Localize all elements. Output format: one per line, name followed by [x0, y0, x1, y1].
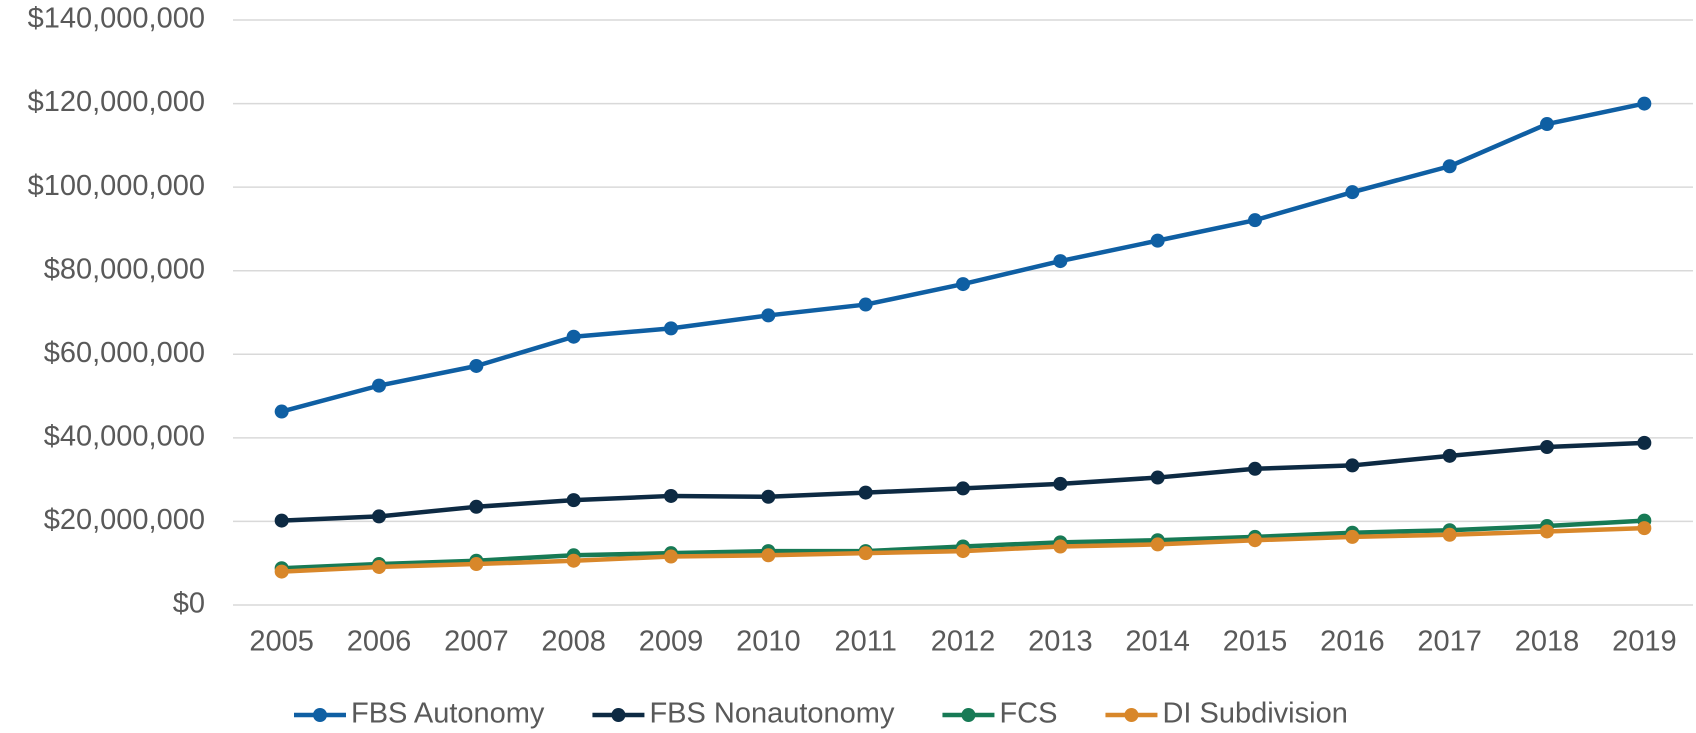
y-tick-label: $100,000,000: [28, 170, 205, 202]
data-point: [956, 544, 970, 559]
data-point: [372, 378, 386, 393]
data-point: [1150, 233, 1165, 248]
x-tick-label: 2019: [1612, 626, 1677, 658]
data-point: [664, 488, 678, 503]
x-tick-label: 2006: [347, 626, 412, 658]
y-tick-label: $40,000,000: [44, 421, 205, 453]
y-tick-label: $20,000,000: [44, 504, 205, 536]
data-point: [469, 557, 484, 572]
data-point: [761, 489, 776, 504]
legend-symbol: [611, 708, 626, 722]
data-point: [274, 513, 289, 528]
data-point: [1053, 539, 1068, 554]
data-point: [664, 321, 678, 336]
data-point: [664, 549, 678, 564]
data-point: [1637, 96, 1652, 111]
legend-label: FBS Autonomy: [351, 698, 545, 730]
data-point: [1248, 461, 1262, 476]
data-point: [566, 553, 581, 568]
data-point: [1442, 159, 1457, 174]
data-point: [1345, 185, 1360, 200]
y-tick-label: $0: [173, 588, 205, 620]
x-tick-label: 2012: [931, 626, 996, 658]
data-point: [956, 481, 970, 496]
data-point: [274, 564, 289, 579]
x-tick-label: 2016: [1320, 626, 1385, 658]
data-point: [1150, 537, 1165, 552]
x-tick-label: 2007: [444, 626, 509, 658]
data-point: [469, 499, 484, 514]
data-point: [1442, 448, 1457, 463]
x-tick-label: 2008: [541, 626, 606, 658]
data-point: [469, 358, 484, 373]
legend-label: FBS Nonautonomy: [649, 698, 895, 730]
data-point: [1345, 458, 1360, 473]
x-tick-label: 2013: [1028, 626, 1093, 658]
legend-symbol: [961, 708, 976, 722]
data-point: [1150, 470, 1165, 485]
y-tick-label: $80,000,000: [44, 253, 205, 285]
data-point: [1248, 533, 1262, 548]
y-tick-label: $140,000,000: [28, 3, 205, 35]
data-point: [566, 493, 581, 508]
data-point: [1053, 476, 1068, 491]
data-point: [1637, 521, 1652, 536]
series-line: [281, 101, 1645, 414]
x-tick-label: 2015: [1223, 626, 1288, 658]
data-point: [372, 559, 386, 574]
y-tick-label: $120,000,000: [28, 86, 205, 118]
legend-symbol: [1124, 708, 1139, 722]
x-tick-label: 2017: [1417, 626, 1482, 658]
data-point: [858, 297, 873, 312]
legend-label: DI Subdivision: [1162, 698, 1347, 730]
data-point: [1345, 529, 1360, 544]
x-tick-label: 2018: [1515, 626, 1580, 658]
data-point: [956, 277, 970, 292]
data-point: [1540, 440, 1554, 455]
x-tick-label: 2005: [249, 626, 314, 658]
data-point: [1540, 117, 1554, 132]
data-point: [761, 548, 776, 563]
legend-symbol: [313, 708, 327, 722]
data-point: [858, 485, 873, 500]
data-point: [1053, 254, 1068, 269]
x-tick-label: 2010: [736, 626, 801, 658]
data-point: [858, 546, 873, 561]
x-tick-label: 2009: [639, 626, 704, 658]
x-tick-label: 2014: [1125, 626, 1190, 658]
data-point: [1540, 524, 1554, 539]
data-point: [1442, 527, 1457, 542]
data-point: [274, 404, 289, 419]
data-point: [566, 329, 581, 344]
y-tick-label: $60,000,000: [44, 337, 205, 369]
data-point: [1248, 213, 1262, 228]
data-point: [1637, 435, 1652, 450]
data-point: [372, 509, 386, 524]
legend-label: FCS: [999, 698, 1057, 730]
x-tick-label: 2011: [834, 626, 896, 658]
data-point: [761, 308, 776, 323]
